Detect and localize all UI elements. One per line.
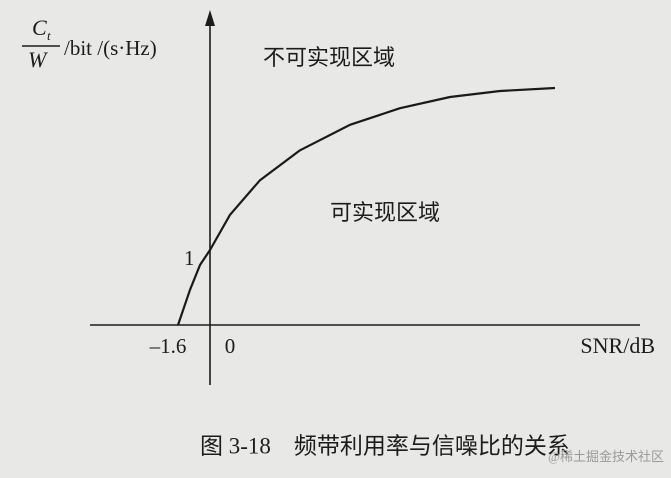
- x-label: SNR/dB: [580, 333, 655, 358]
- annotation: 可实现区域: [330, 200, 440, 225]
- x-tick-label: 0: [225, 334, 236, 358]
- caption: 图 3-18 频带利用率与信噪比的关系: [200, 433, 570, 458]
- y-label-numerator: C: [32, 15, 47, 40]
- x-tick-label: –1.6: [149, 334, 187, 358]
- curve: [176, 86, 556, 326]
- watermark: @稀土掘金技术社区: [548, 449, 664, 464]
- y-label-denominator: W: [28, 47, 48, 72]
- y-label-unit: /bit /(s·Hz): [64, 36, 157, 60]
- y-axis-arrow: [205, 10, 215, 26]
- y-label-subscript: t: [47, 28, 51, 43]
- annotation: 不可实现区域: [263, 45, 395, 70]
- y-tick-label: 1: [184, 246, 195, 270]
